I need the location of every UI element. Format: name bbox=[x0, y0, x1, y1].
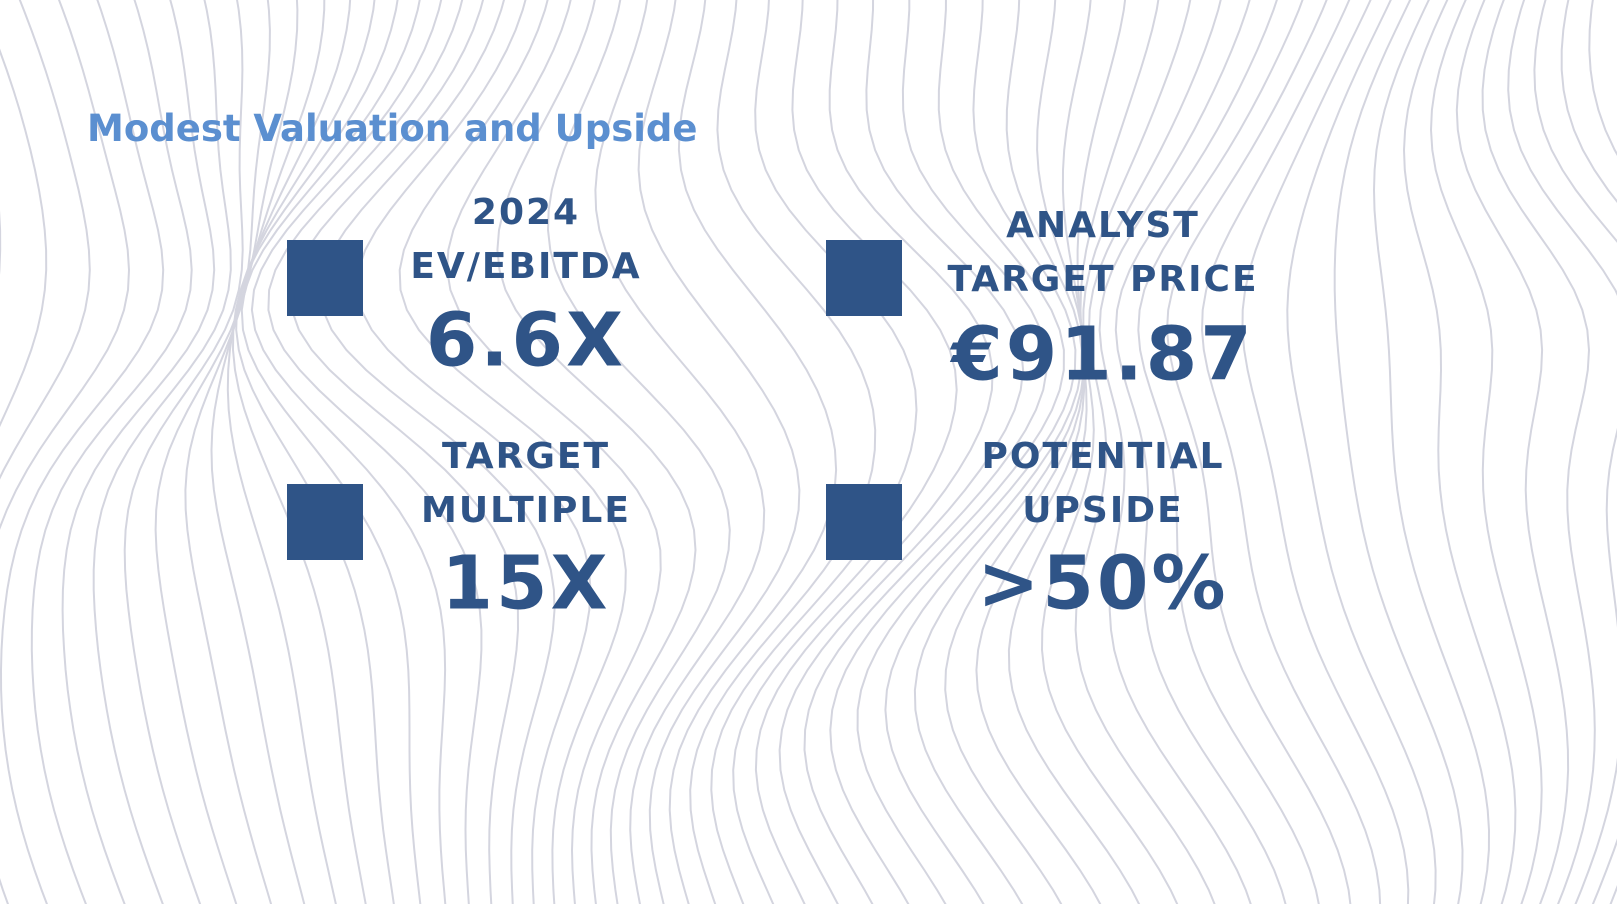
metric-label: MULTIPLE bbox=[421, 490, 631, 531]
contour-line bbox=[913, 0, 1086, 904]
contour-line bbox=[1165, 0, 1352, 904]
contour-line bbox=[1098, 0, 1252, 904]
contour-line bbox=[668, 0, 838, 904]
contour-line bbox=[226, 0, 352, 904]
metric-label: POTENTIAL bbox=[981, 436, 1224, 477]
contour-line bbox=[637, 0, 801, 904]
contour-line bbox=[398, 0, 627, 904]
contour-line bbox=[0, 0, 165, 904]
metric: POTENTIAL UPSIDE >50% bbox=[826, 436, 1228, 627]
contour-line bbox=[235, 0, 399, 904]
contour-line bbox=[1533, 0, 1617, 904]
contour-line bbox=[184, 0, 299, 904]
contour-line bbox=[92, 0, 232, 904]
contour-line bbox=[1114, 0, 1287, 904]
bullet-square bbox=[287, 240, 363, 316]
contour-line bbox=[1286, 0, 1437, 904]
contour-line bbox=[1200, 0, 1382, 904]
metric-label: TARGET bbox=[442, 436, 610, 477]
metric: TARGET MULTIPLE 15X bbox=[287, 436, 631, 627]
metric-value: >50% bbox=[977, 541, 1228, 627]
contour-line bbox=[0, 0, 91, 480]
contour-line bbox=[1588, 0, 1617, 157]
metric-label: EV/EBITDA bbox=[410, 246, 641, 287]
contour-line bbox=[1455, 0, 1570, 904]
contour-line bbox=[1429, 0, 1543, 904]
contour-line bbox=[1481, 0, 1596, 904]
contour-line bbox=[975, 0, 1127, 904]
contour-line bbox=[944, 0, 1092, 904]
contour-line bbox=[1333, 0, 1464, 904]
contour-line bbox=[1241, 0, 1410, 904]
contour-line bbox=[240, 0, 422, 904]
contour-line bbox=[267, 0, 483, 904]
metric-label: UPSIDE bbox=[1022, 490, 1183, 531]
contour-line bbox=[884, 0, 1083, 904]
contour-line bbox=[546, 0, 731, 904]
contour-line bbox=[1507, 0, 1617, 904]
metric: ANALYST TARGET PRICE €91.87 bbox=[826, 205, 1258, 398]
contour-line bbox=[829, 0, 1065, 904]
contour-line bbox=[30, 0, 193, 904]
contour-line bbox=[594, 0, 766, 904]
contour-line bbox=[0, 0, 131, 904]
contour-line bbox=[210, 0, 326, 904]
metric-label: 2024 bbox=[472, 192, 580, 233]
contour-line bbox=[856, 0, 1077, 904]
contour-line bbox=[496, 0, 697, 904]
bullet-square bbox=[826, 240, 902, 316]
contour-line bbox=[689, 0, 877, 904]
metrics: 2024 EV/EBITDA 6.6X ANALYST TARGET PRICE €91.… bbox=[287, 192, 1258, 627]
contour-line bbox=[778, 0, 1025, 904]
contour-line bbox=[231, 0, 376, 904]
metric-label: ANALYST bbox=[1006, 205, 1200, 246]
contour-line bbox=[1074, 0, 1222, 904]
contour-line bbox=[355, 0, 592, 904]
contour-line bbox=[710, 0, 918, 904]
metric: 2024 EV/EBITDA 6.6X bbox=[287, 192, 641, 384]
contour-line bbox=[1372, 0, 1491, 904]
metric-value: 6.6X bbox=[426, 298, 626, 384]
contour-line bbox=[1007, 0, 1160, 904]
contour-line bbox=[1402, 0, 1517, 904]
bullet-square bbox=[826, 484, 902, 560]
bullet-square bbox=[287, 484, 363, 560]
contour-line bbox=[0, 48, 48, 428]
contour-line bbox=[803, 0, 1048, 904]
metric-label: TARGET PRICE bbox=[947, 259, 1258, 300]
contour-line bbox=[446, 0, 662, 904]
contour-line bbox=[319, 0, 556, 904]
contour-line bbox=[1137, 0, 1320, 904]
contour-line bbox=[754, 0, 994, 904]
contour-line bbox=[250, 0, 447, 904]
metric-value: 15X bbox=[441, 541, 610, 627]
contour-line bbox=[61, 0, 216, 904]
contour-line bbox=[290, 0, 520, 904]
contour-line bbox=[1560, 0, 1617, 904]
contour-line bbox=[1040, 0, 1192, 904]
metric-value: €91.87 bbox=[949, 312, 1255, 398]
contour-line bbox=[123, 0, 244, 904]
contour-line bbox=[732, 0, 958, 904]
slide-title: Modest Valuation and Upside bbox=[87, 107, 697, 150]
contour-line bbox=[154, 0, 271, 904]
